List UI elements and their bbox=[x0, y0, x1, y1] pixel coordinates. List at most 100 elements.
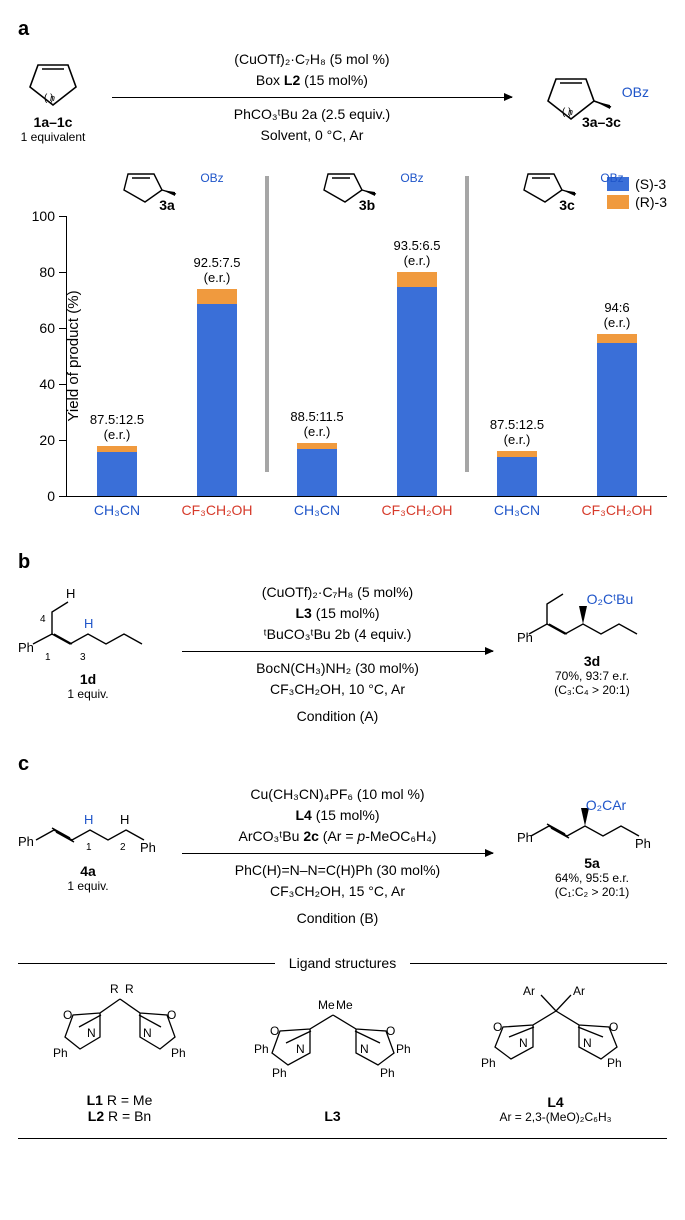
svg-text:N: N bbox=[87, 1026, 96, 1040]
svg-text:1: 1 bbox=[45, 652, 51, 663]
reaction-a-arrow: (CuOTf)₂·C₇H₈ (5 mol %) Box L2 (15 mol%)… bbox=[100, 49, 524, 146]
product-c-group: O₂CAr bbox=[531, 797, 681, 813]
panel-c: c Ph H H 1 2 Ph 4a 1 equiv. Cu(CH₃CN)₄PF… bbox=[18, 753, 667, 929]
product-c-label: 5a bbox=[584, 855, 600, 871]
reaction-c-arrow: Cu(CH₃CN)₄PF₆ (10 mol %) L4 (15 mol%) Ar… bbox=[170, 784, 505, 929]
reactant-c-label: 4a bbox=[80, 863, 96, 879]
svg-text:O: O bbox=[167, 1008, 176, 1022]
svg-text:Ph: Ph bbox=[635, 836, 651, 851]
rc3: PhC(H)=N–N=C(H)Ph (30 mol%) bbox=[170, 860, 505, 881]
product-b-group: O₂CᵗBu bbox=[535, 591, 685, 607]
svg-text:1: 1 bbox=[86, 842, 92, 853]
rb5: Condition (A) bbox=[170, 706, 505, 727]
svg-text:Ph: Ph bbox=[481, 1056, 496, 1070]
alkene-b-icon: Ph 1 3 4 H H bbox=[18, 582, 158, 668]
ligand-l1-l2: R R N N O O Ph Ph L1 R = Me L2 R = Bn bbox=[35, 979, 205, 1124]
svg-text:4: 4 bbox=[40, 614, 46, 625]
svg-text:N: N bbox=[143, 1026, 152, 1040]
ligand-title: Ligand structures bbox=[289, 955, 396, 971]
scheme-c: Ph H H 1 2 Ph 4a 1 equiv. Cu(CH₃CN)₄PF₆ … bbox=[18, 784, 667, 929]
svg-text:Ph: Ph bbox=[18, 640, 34, 655]
svg-text:N: N bbox=[519, 1036, 528, 1050]
svg-text:Ph: Ph bbox=[517, 630, 533, 645]
svg-text:Me: Me bbox=[336, 998, 353, 1012]
product-b-label: 3d bbox=[584, 653, 600, 669]
rc5: Condition (B) bbox=[170, 908, 505, 929]
rb0: (CuOTf)₂·C₇H₈ (5 mol%) bbox=[170, 582, 505, 603]
svg-text:O: O bbox=[270, 1024, 279, 1038]
product-a-label: 3a–3c bbox=[582, 114, 621, 130]
scheme-b: Ph 1 3 4 H H 1d 1 equiv. (CuOTf)₂·C₇H₈ (… bbox=[18, 582, 667, 727]
svg-text:O: O bbox=[386, 1024, 395, 1038]
reactant-b-sub: 1 equiv. bbox=[18, 687, 158, 701]
ligand-l4-icon: Ar Ar N N O O Ph Ph bbox=[461, 981, 651, 1091]
svg-text:O: O bbox=[63, 1008, 72, 1022]
ligand-l1-icon: R R N N O O Ph Ph bbox=[35, 979, 205, 1089]
plot-area: OBz3a87.5:12.5(e.r.)CH₃CN92.5:7.5(e.r.)C… bbox=[66, 216, 667, 497]
svg-text:O: O bbox=[493, 1020, 502, 1034]
ligand-l3: Me Me N N O O Ph Ph Ph Ph L3 bbox=[238, 995, 428, 1124]
reagent-a-4: Solvent, 0 °C, Ar bbox=[100, 125, 524, 146]
obz-label: OBz bbox=[622, 84, 649, 100]
svg-text:N: N bbox=[296, 1042, 305, 1056]
svg-text:Ph: Ph bbox=[171, 1046, 186, 1060]
svg-text:H: H bbox=[120, 812, 129, 827]
reactant-b-label: 1d bbox=[80, 671, 96, 687]
svg-text:n: n bbox=[50, 93, 55, 103]
product-c-r1: 64%, 95:5 e.r. bbox=[517, 871, 667, 885]
reactant-c: Ph H H 1 2 Ph 4a 1 equiv. bbox=[18, 784, 158, 893]
rb4: CF₃CH₂OH, 10 °C, Ar bbox=[170, 679, 505, 700]
svg-text:H: H bbox=[84, 616, 93, 631]
product-b: Ph O₂CᵗBu 3d 70%, 93:7 e.r. (C₃:C₄ > 20:… bbox=[517, 582, 667, 697]
scheme-a: ( ) n 1a–1c 1 equivalent (CuOTf)₂·C₇H₈ (… bbox=[18, 49, 667, 146]
rc0: Cu(CH₃CN)₄PF₆ (10 mol %) bbox=[170, 784, 505, 805]
svg-text:Me: Me bbox=[318, 998, 335, 1012]
panel-c-label: c bbox=[18, 753, 667, 776]
svg-text:3: 3 bbox=[80, 652, 86, 663]
product-c-icon: Ph Ph bbox=[517, 784, 667, 854]
svg-text:Ph: Ph bbox=[517, 830, 533, 845]
svg-text:H: H bbox=[84, 812, 93, 827]
svg-text:R: R bbox=[125, 982, 134, 996]
ligand-l4-label: L4 bbox=[547, 1094, 563, 1110]
svg-text:Ph: Ph bbox=[53, 1046, 68, 1060]
svg-text:Ph: Ph bbox=[272, 1066, 287, 1080]
chart-a: Yield of product (%) (S)-3 (R)-3 OBz3a87… bbox=[18, 160, 667, 525]
rc4: CF₃CH₂OH, 15 °C, Ar bbox=[170, 881, 505, 902]
alkyne-c-icon: Ph H H 1 2 Ph bbox=[18, 784, 158, 860]
ligand-section: Ligand structures R R N N O O Ph Ph L1 R… bbox=[18, 955, 667, 1139]
svg-text:Ph: Ph bbox=[396, 1042, 411, 1056]
reactant-a-sub: 1 equivalent bbox=[18, 130, 88, 144]
rb2: ᵗBuCO₃ᵗBu 2b (4 equiv.) bbox=[170, 624, 505, 645]
product-c-r2: (C₁:C₂ > 20:1) bbox=[517, 885, 667, 899]
svg-text:n: n bbox=[568, 107, 573, 117]
product-b-r2: (C₃:C₄ > 20:1) bbox=[517, 683, 667, 697]
svg-text:N: N bbox=[583, 1036, 592, 1050]
reagent-a-1: (CuOTf)₂·C₇H₈ (5 mol %) bbox=[100, 49, 524, 70]
product-c: Ph Ph O₂CAr 5a 64%, 95:5 e.r. (C₁:C₂ > 2… bbox=[517, 784, 667, 899]
svg-text:Ph: Ph bbox=[18, 834, 34, 849]
svg-text:Ph: Ph bbox=[140, 840, 156, 855]
panel-a-label: a bbox=[18, 18, 667, 41]
svg-text:Ar: Ar bbox=[523, 984, 535, 998]
ligand-l4-ar: Ar = 2,3-(MeO)₂C₆H₃ bbox=[461, 1110, 651, 1124]
ligand-l4: Ar Ar N N O O Ph Ph L4 Ar = 2,3-(MeO)₂C₆… bbox=[461, 981, 651, 1124]
svg-text:Ph: Ph bbox=[607, 1056, 622, 1070]
svg-text:Ph: Ph bbox=[254, 1042, 269, 1056]
reactant-c-sub: 1 equiv. bbox=[18, 879, 158, 893]
svg-text:R: R bbox=[110, 982, 119, 996]
svg-text:Ph: Ph bbox=[380, 1066, 395, 1080]
reactant-a-label: 1a–1c bbox=[34, 114, 73, 130]
reaction-b-arrow: (CuOTf)₂·C₇H₈ (5 mol%) L3 (15 mol%) ᵗBuC… bbox=[170, 582, 505, 727]
cycloalkene-icon: ( ) n bbox=[18, 51, 88, 111]
panel-b: b Ph 1 3 4 H H 1d 1 equiv. (CuOTf)₂·C₇H₈… bbox=[18, 551, 667, 727]
svg-text:O: O bbox=[609, 1020, 618, 1034]
product-a: ( ) n OBz 3a–3c bbox=[536, 65, 667, 130]
panel-b-label: b bbox=[18, 551, 667, 574]
reactant-a: ( ) n 1a–1c 1 equivalent bbox=[18, 51, 88, 144]
rb3: BocN(CH₃)NH₂ (30 mol%) bbox=[170, 658, 505, 679]
svg-text:Ar: Ar bbox=[573, 984, 585, 998]
ligand-l3-label: L3 bbox=[324, 1108, 340, 1124]
product-b-r1: 70%, 93:7 e.r. bbox=[517, 669, 667, 683]
svg-text:2: 2 bbox=[120, 842, 126, 853]
